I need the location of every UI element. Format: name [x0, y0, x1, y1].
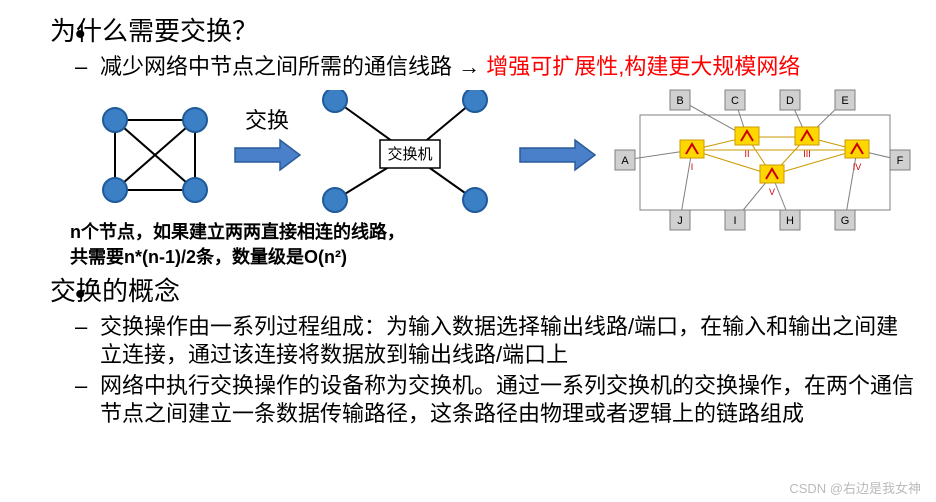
svg-text:I: I [733, 215, 736, 227]
svg-text:D: D [786, 95, 794, 107]
arrow-1 [230, 135, 310, 175]
svg-text:II: II [744, 149, 749, 159]
section2-title: 交换的概念 [50, 275, 916, 309]
caption-line2: 共需要n*(n-1)/2条，数量级是O(n²) [70, 247, 347, 267]
svg-text:F: F [897, 155, 904, 167]
section2-sub2: 网络中执行交换操作的设备称为交换机。通过一系列交换机的交换操作，在两个通信节点之… [100, 372, 916, 427]
diagram-caption: n个节点，如果建立两两直接相连的线路， 共需要n*(n-1)/2条，数量级是O(… [70, 220, 405, 270]
caption-line1: n个节点，如果建立两两直接相连的线路， [70, 222, 405, 242]
diagram-area: 交换 交换机 I II III IV V B C D E A F J I H G… [20, 85, 916, 270]
svg-text:IV: IV [853, 162, 862, 172]
network-diagram: I II III IV V B C D E A F J I H G [610, 85, 920, 240]
svg-text:交换机: 交换机 [387, 145, 432, 163]
svg-text:H: H [786, 215, 794, 227]
arrow-2 [515, 135, 605, 175]
mesh-graph [85, 100, 225, 215]
svg-text:E: E [841, 95, 848, 107]
section2-sub1: 交换操作由一系列过程组成：为输入数据选择输出线路/端口，在输入和输出之间建立连接… [100, 313, 916, 368]
svg-text:A: A [621, 155, 629, 167]
star-graph: 交换机 [315, 90, 505, 220]
switch-label: 交换 [245, 103, 289, 135]
section1-sub1: 减少网络中节点之间所需的通信线路 → 增强可扩展性,构建更大规模网络 [100, 53, 916, 81]
svg-text:V: V [769, 187, 775, 197]
section1-title: 为什么需要交换？ [50, 15, 916, 49]
svg-text:C: C [731, 95, 739, 107]
svg-text:I: I [691, 162, 694, 172]
watermark: CSDN @右边是我女神 [789, 478, 921, 497]
section1-sub1-red: 增强可扩展性,构建更大规模网络 [486, 54, 800, 79]
section1-sub1-black: 减少网络中节点之间所需的通信线路 → [100, 54, 486, 79]
svg-text:III: III [803, 149, 811, 159]
section2-title-text: 交换的概念 [50, 276, 180, 306]
svg-text:G: G [841, 215, 850, 227]
svg-text:J: J [677, 215, 683, 227]
section1-title-text: 为什么需要交换？ [50, 16, 258, 46]
svg-text:B: B [676, 95, 683, 107]
